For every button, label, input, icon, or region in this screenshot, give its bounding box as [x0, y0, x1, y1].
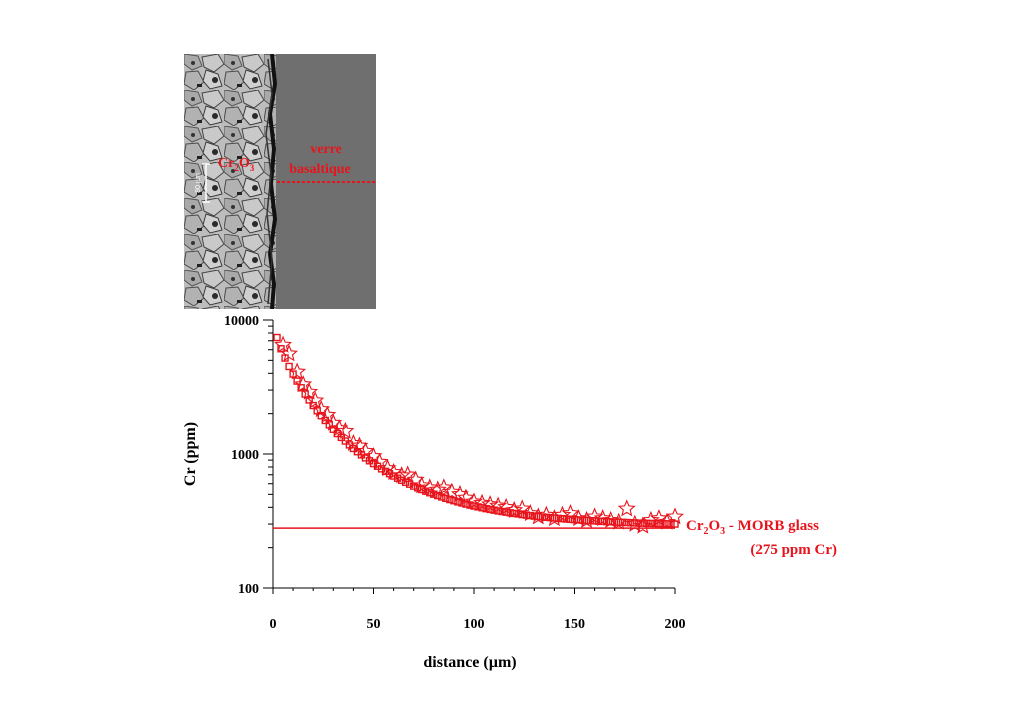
- y-axis-title: Cr (ppm): [182, 422, 199, 486]
- data-point-square: [615, 518, 623, 526]
- data-point-star: [545, 509, 564, 527]
- data-point-star: [537, 505, 556, 523]
- data-point-star: [497, 497, 516, 515]
- x-tick-label: 100: [464, 617, 485, 632]
- data-point-square: [671, 520, 679, 528]
- y-tick-label: 1000: [231, 448, 259, 463]
- data-point-star: [300, 382, 319, 400]
- data-point-star: [412, 476, 431, 494]
- scale-bar-label: 80 µm: [195, 173, 202, 193]
- data-point-star: [336, 421, 355, 439]
- data-point-star: [553, 505, 572, 523]
- data-point-square: [550, 514, 559, 522]
- data-point-star: [513, 499, 532, 517]
- y-tick-label: 100: [238, 582, 259, 597]
- data-point-star: [569, 509, 588, 527]
- data-point-square: [598, 517, 607, 526]
- data-point-star: [481, 495, 500, 513]
- data-point-star: [344, 433, 363, 452]
- data-point-star: [294, 375, 313, 393]
- data-point-star: [577, 510, 596, 528]
- data-point-star: [456, 488, 475, 506]
- chart-axes: [272, 320, 675, 589]
- data-point-star: [288, 362, 307, 380]
- data-point-star: [384, 462, 403, 480]
- data-point-square: [305, 396, 313, 404]
- data-point-star: [306, 391, 325, 409]
- data-point-star: [280, 344, 299, 362]
- x-axis-title: distance (µm): [423, 654, 516, 671]
- data-point-square: [418, 485, 426, 494]
- data-point-star: [609, 512, 628, 530]
- x-tick-label: 0: [270, 617, 277, 632]
- data-point-square: [285, 362, 293, 371]
- y-tick-label: 10000: [224, 314, 259, 329]
- data-point-star: [529, 507, 548, 525]
- data-point-square: [333, 429, 342, 438]
- data-point-star: [428, 480, 447, 498]
- data-point-square: [470, 502, 478, 510]
- data-point-star: [641, 510, 660, 528]
- data-point-square: [273, 333, 281, 342]
- x-tick-label: 200: [665, 617, 686, 632]
- data-point-star: [625, 514, 644, 532]
- data-point-star: [505, 500, 524, 518]
- data-point-star: [649, 509, 668, 527]
- x-tick-label: 50: [367, 617, 381, 632]
- data-point-star: [392, 466, 411, 484]
- data-point-star: [330, 419, 349, 437]
- data-point-square: [534, 512, 543, 521]
- data-point-star: [585, 507, 604, 525]
- data-point-square: [297, 384, 305, 392]
- reference-label-line2: (275 ppm Cr): [750, 542, 837, 558]
- data-point-star: [442, 482, 461, 500]
- data-point-star: [356, 441, 375, 459]
- data-point-star: [561, 504, 580, 522]
- data-point-star: [489, 496, 508, 514]
- glass-phase-label-line2: basaltique: [289, 162, 350, 177]
- reference-label-line1: Cr2O3 - MORB glass: [686, 518, 819, 537]
- data-point-square: [405, 480, 414, 488]
- data-point-square: [450, 497, 458, 505]
- data-point-star: [274, 335, 293, 353]
- data-point-square: [442, 494, 450, 503]
- data-point-star: [657, 512, 676, 530]
- data-point-star: [617, 499, 636, 517]
- data-point-star: [666, 507, 684, 525]
- data-point-star: [398, 465, 417, 483]
- cr2o3-phase-label: Cr2O3: [218, 156, 255, 173]
- data-point-star: [434, 478, 453, 496]
- micrograph-image: 80 µm Cr2O3 verre basaltique: [184, 54, 376, 309]
- data-point-star: [601, 510, 620, 528]
- data-point-star: [521, 504, 540, 522]
- data-point-star: [633, 516, 652, 534]
- glass-phase-label-line1: verre: [310, 142, 342, 157]
- x-tick-label: 150: [564, 617, 585, 632]
- data-point-star: [593, 509, 612, 527]
- micrograph-svg: 80 µm Cr2O3 verre basaltique: [184, 54, 376, 309]
- data-point-star: [318, 405, 337, 423]
